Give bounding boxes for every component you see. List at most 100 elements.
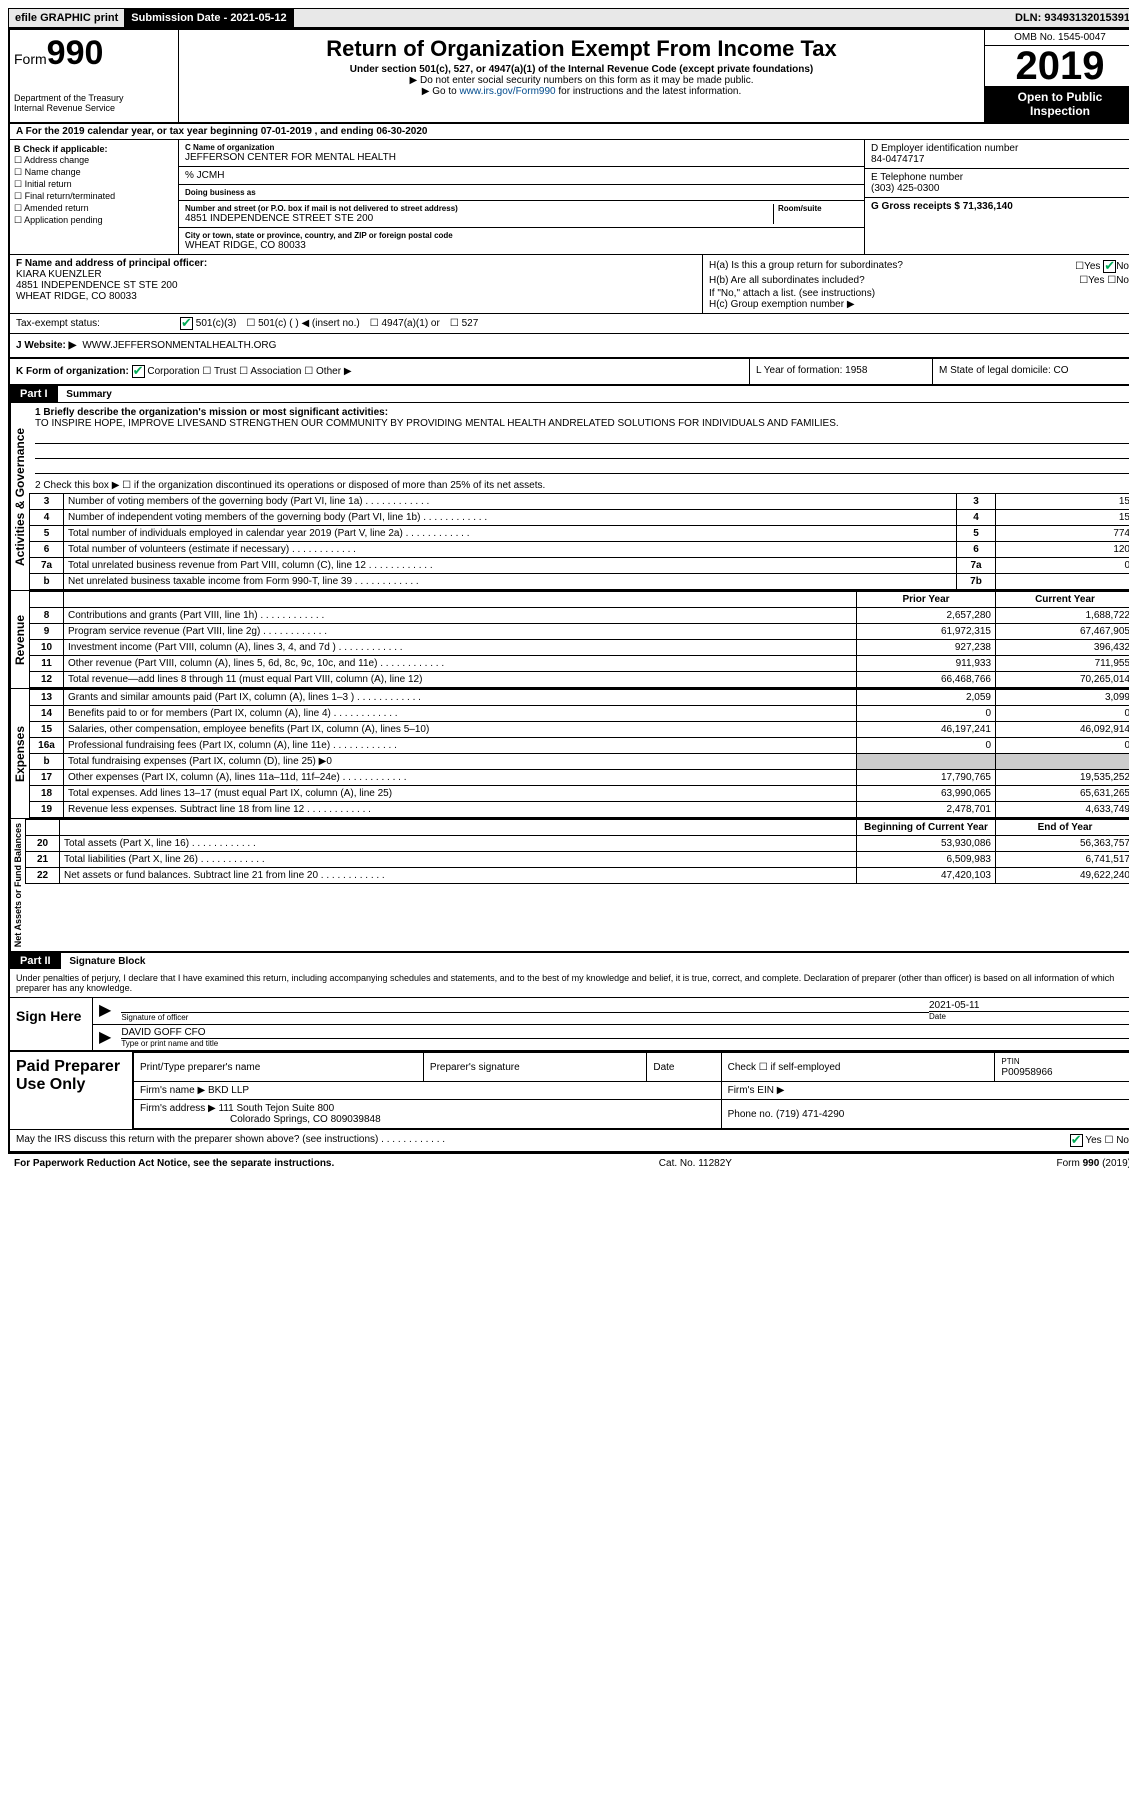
website-row: J Website: ▶ WWW.JEFFERSONMENTALHEALTH.O… xyxy=(10,334,1129,359)
mission-text: TO INSPIRE HOPE, IMPROVE LIVESAND STRENG… xyxy=(35,418,839,429)
chk-pending[interactable]: ☐ Application pending xyxy=(14,215,174,226)
chk-assoc[interactable]: ☐ Association xyxy=(239,366,301,377)
paid-preparer-label: Paid Preparer Use Only xyxy=(10,1052,133,1129)
q2-checkbox[interactable]: 2 Check this box ▶ ☐ if the organization… xyxy=(29,478,1129,493)
firm-phone: Phone no. (719) 471-4290 xyxy=(721,1100,1129,1129)
vert-net-assets: Net Assets or Fund Balances xyxy=(10,819,25,951)
footer-left: For Paperwork Reduction Act Notice, see … xyxy=(14,1158,334,1169)
phone-value: (303) 425-0300 xyxy=(871,183,1129,194)
h-b: H(b) Are all subordinates included? xyxy=(709,275,865,286)
expense-table: 13Grants and similar amounts paid (Part … xyxy=(29,689,1129,818)
line-k: K Form of organization: Corporation ☐ Tr… xyxy=(10,359,1129,386)
declaration-text: Under penalties of perjury, I declare th… xyxy=(10,969,1129,997)
gov-row: bNet unrelated business taxable income f… xyxy=(30,574,1129,590)
tax-status-row: Tax-exempt status: 501(c)(3) ☐ 501(c) ( … xyxy=(10,314,1129,334)
self-employed-chk[interactable]: Check ☐ if self-employed xyxy=(721,1053,995,1082)
top-bar: efile GRAPHIC print Submission Date - 20… xyxy=(8,8,1129,28)
prior-year-hdr: Prior Year xyxy=(857,592,996,608)
exp-row: 18Total expenses. Add lines 13–17 (must … xyxy=(30,786,1129,802)
gross-receipts: G Gross receipts $ 71,336,140 xyxy=(871,201,1013,212)
irs-link[interactable]: www.irs.gov/Form990 xyxy=(459,86,555,97)
part-ii-badge: Part II xyxy=(10,953,61,969)
may-irs-yesno[interactable]: Yes ☐ No xyxy=(1070,1134,1129,1147)
chk-trust[interactable]: ☐ Trust xyxy=(202,366,236,377)
footer-mid: Cat. No. 11282Y xyxy=(659,1158,732,1169)
org-name: JEFFERSON CENTER FOR MENTAL HEALTH xyxy=(185,152,858,163)
street-address: 4851 INDEPENDENCE STREET STE 200 xyxy=(185,213,773,224)
chk-527[interactable]: ☐ 527 xyxy=(450,318,478,329)
dba-label: Doing business as xyxy=(185,188,256,197)
year-formation: L Year of formation: 1958 xyxy=(749,359,932,384)
chk-final[interactable]: ☐ Final return/terminated xyxy=(14,191,174,202)
room-label: Room/suite xyxy=(778,204,858,213)
website-value[interactable]: WWW.JEFFERSONMENTALHEALTH.ORG xyxy=(82,340,276,351)
line-a: A For the 2019 calendar year, or tax yea… xyxy=(10,124,1129,140)
h-c: H(c) Group exemption number ▶ xyxy=(709,299,1129,310)
city-state-zip: WHEAT RIDGE, CO 80033 xyxy=(185,240,453,251)
sign-here-block: Sign Here ▶ Signature of officer 2021-05… xyxy=(10,997,1129,1050)
gov-row: 4Number of independent voting members of… xyxy=(30,510,1129,526)
arrow-icon: ▶ xyxy=(99,1000,111,1022)
type-name-label: Type or print name and title xyxy=(121,1038,1129,1048)
exp-row: 16aProfessional fundraising fees (Part I… xyxy=(30,738,1129,754)
exp-row: 13Grants and similar amounts paid (Part … xyxy=(30,690,1129,706)
exp-row: 17Other expenses (Part IX, column (A), l… xyxy=(30,770,1129,786)
chk-501c[interactable]: ☐ 501(c) ( ) ◀ (insert no.) xyxy=(246,318,359,329)
form-header: Form990 Department of the Treasury Inter… xyxy=(10,30,1129,124)
beg-year-hdr: Beginning of Current Year xyxy=(857,820,996,836)
section-d: D Employer identification number84-04747… xyxy=(864,140,1129,254)
chk-4947[interactable]: ☐ 4947(a)(1) or xyxy=(370,318,440,329)
dept-label: Department of the Treasury xyxy=(14,93,174,103)
chk-name[interactable]: ☐ Name change xyxy=(14,167,174,178)
gov-row: 3Number of voting members of the governi… xyxy=(30,494,1129,510)
chk-corp[interactable]: Corporation xyxy=(132,366,200,377)
date-label: Date xyxy=(929,1011,1129,1021)
net-assets-table: Beginning of Current YearEnd of Year 20T… xyxy=(25,819,1129,884)
rev-row: 9Program service revenue (Part VIII, lin… xyxy=(30,624,1129,640)
dln: DLN: 93493132015391 xyxy=(1009,9,1129,27)
tax-year: 2019 xyxy=(985,46,1129,86)
chk-initial[interactable]: ☐ Initial return xyxy=(14,179,174,190)
exp-row: bTotal fundraising expenses (Part IX, co… xyxy=(30,754,1129,770)
sign-here-label: Sign Here xyxy=(10,998,93,1050)
h-a-yesno[interactable]: ☐Yes No xyxy=(1075,260,1129,273)
efile-label[interactable]: efile GRAPHIC print xyxy=(9,9,125,27)
vert-expenses: Expenses xyxy=(10,689,29,818)
net-row: 20Total assets (Part X, line 16)53,930,0… xyxy=(26,836,1129,852)
officer-printed-name: DAVID GOFF CFO xyxy=(121,1027,1129,1038)
irs-label: Internal Revenue Service xyxy=(14,103,174,113)
chk-501c3[interactable]: 501(c)(3) xyxy=(180,317,236,330)
rev-row: 8Contributions and grants (Part VIII, li… xyxy=(30,608,1129,624)
may-irs-row: May the IRS discuss this return with the… xyxy=(10,1129,1129,1151)
ptin-value: P00958966 xyxy=(1001,1067,1052,1078)
prep-date-label: Date xyxy=(647,1053,721,1082)
state-domicile: M State of legal domicile: CO xyxy=(932,359,1129,384)
section-fh: F Name and address of principal officer:… xyxy=(10,255,1129,314)
gov-row: 6Total number of volunteers (estimate if… xyxy=(30,542,1129,558)
officer-label: F Name and address of principal officer: xyxy=(16,258,207,269)
vert-revenue: Revenue xyxy=(10,591,29,688)
preparer-table: Print/Type preparer's name Preparer's si… xyxy=(133,1052,1129,1129)
prep-name-label: Print/Type preparer's name xyxy=(134,1053,424,1082)
firm-name: BKD LLP xyxy=(208,1085,249,1096)
chk-other[interactable]: ☐ Other ▶ xyxy=(304,366,351,377)
exp-row: 14Benefits paid to or for members (Part … xyxy=(30,706,1129,722)
form-number: Form990 xyxy=(14,34,174,73)
h-b-yesno[interactable]: ☐Yes ☐No xyxy=(1079,275,1129,286)
exp-row: 15Salaries, other compensation, employee… xyxy=(30,722,1129,738)
chk-amended[interactable]: ☐ Amended return xyxy=(14,203,174,214)
current-year-hdr: Current Year xyxy=(996,592,1129,608)
form-subtitle: Under section 501(c), 527, or 4947(a)(1)… xyxy=(183,64,980,75)
phone-label: E Telephone number xyxy=(871,172,1129,183)
firm-name-label: Firm's name ▶ xyxy=(140,1085,205,1096)
section-b-label: B Check if applicable: xyxy=(14,144,108,154)
city-label: City or town, state or province, country… xyxy=(185,231,453,240)
may-irs-label: May the IRS discuss this return with the… xyxy=(16,1134,445,1147)
net-row: 22Net assets or fund balances. Subtract … xyxy=(26,868,1129,884)
gov-row: 5Total number of individuals employed in… xyxy=(30,526,1129,542)
section-b: B Check if applicable: ☐ Address change … xyxy=(10,140,179,254)
q1-label: 1 Briefly describe the organization's mi… xyxy=(35,407,388,418)
note-link: ▶ Go to www.irs.gov/Form990 for instruct… xyxy=(183,86,980,97)
chk-address[interactable]: ☐ Address change xyxy=(14,155,174,166)
form-title: Return of Organization Exempt From Incom… xyxy=(183,36,980,62)
